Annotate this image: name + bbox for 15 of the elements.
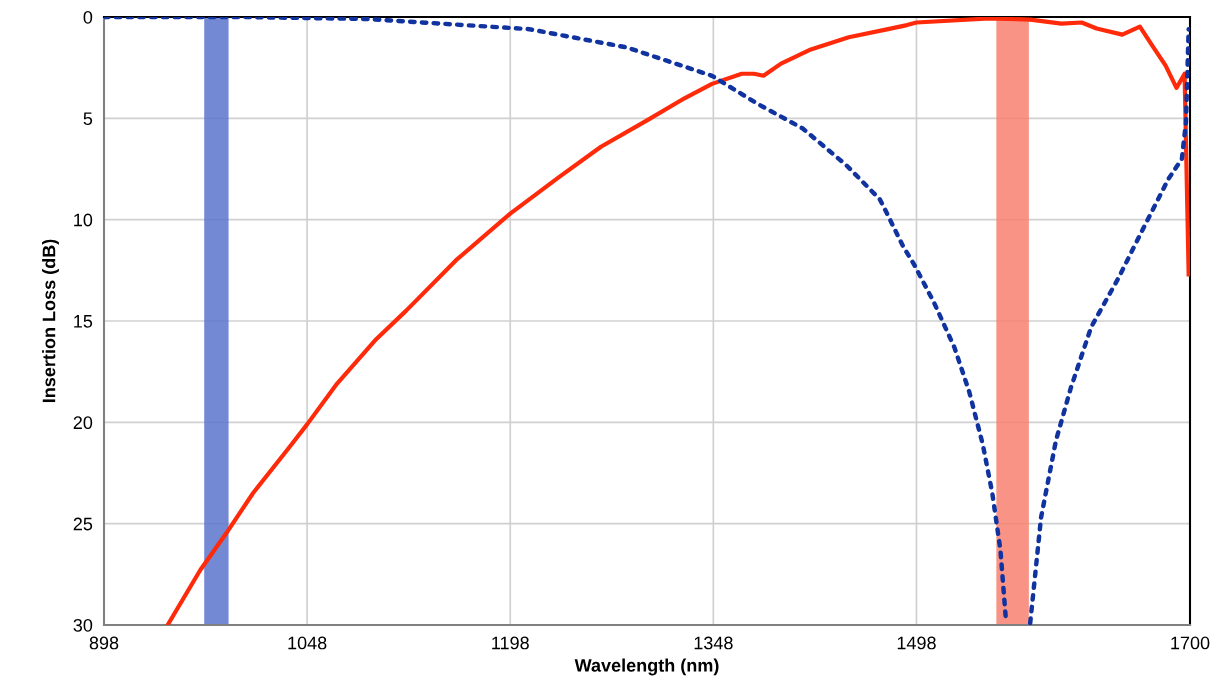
y-tick-label: 0 bbox=[83, 10, 93, 24]
y-tick-label: 5 bbox=[83, 112, 93, 126]
y-tick-label: 25 bbox=[73, 517, 93, 531]
x-tick-label: 1348 bbox=[694, 636, 733, 650]
x-tick-label: 1498 bbox=[897, 636, 936, 650]
y-tick-label: 15 bbox=[74, 315, 93, 328]
y-tick-label: 10 bbox=[74, 213, 93, 227]
x-axis-title: Wavelength (nm) bbox=[574, 658, 719, 676]
y-tick-label: 30 bbox=[73, 618, 93, 632]
y-axis-title: Insertion Loss (dB) bbox=[42, 239, 59, 403]
x-tick-label: 1198 bbox=[492, 636, 529, 650]
x-tick-label: 1048 bbox=[288, 636, 327, 650]
x-tick-label: 898 bbox=[89, 636, 119, 650]
x-tick-label: 1700 bbox=[1171, 636, 1210, 650]
y-tick-label: 20 bbox=[73, 416, 93, 430]
